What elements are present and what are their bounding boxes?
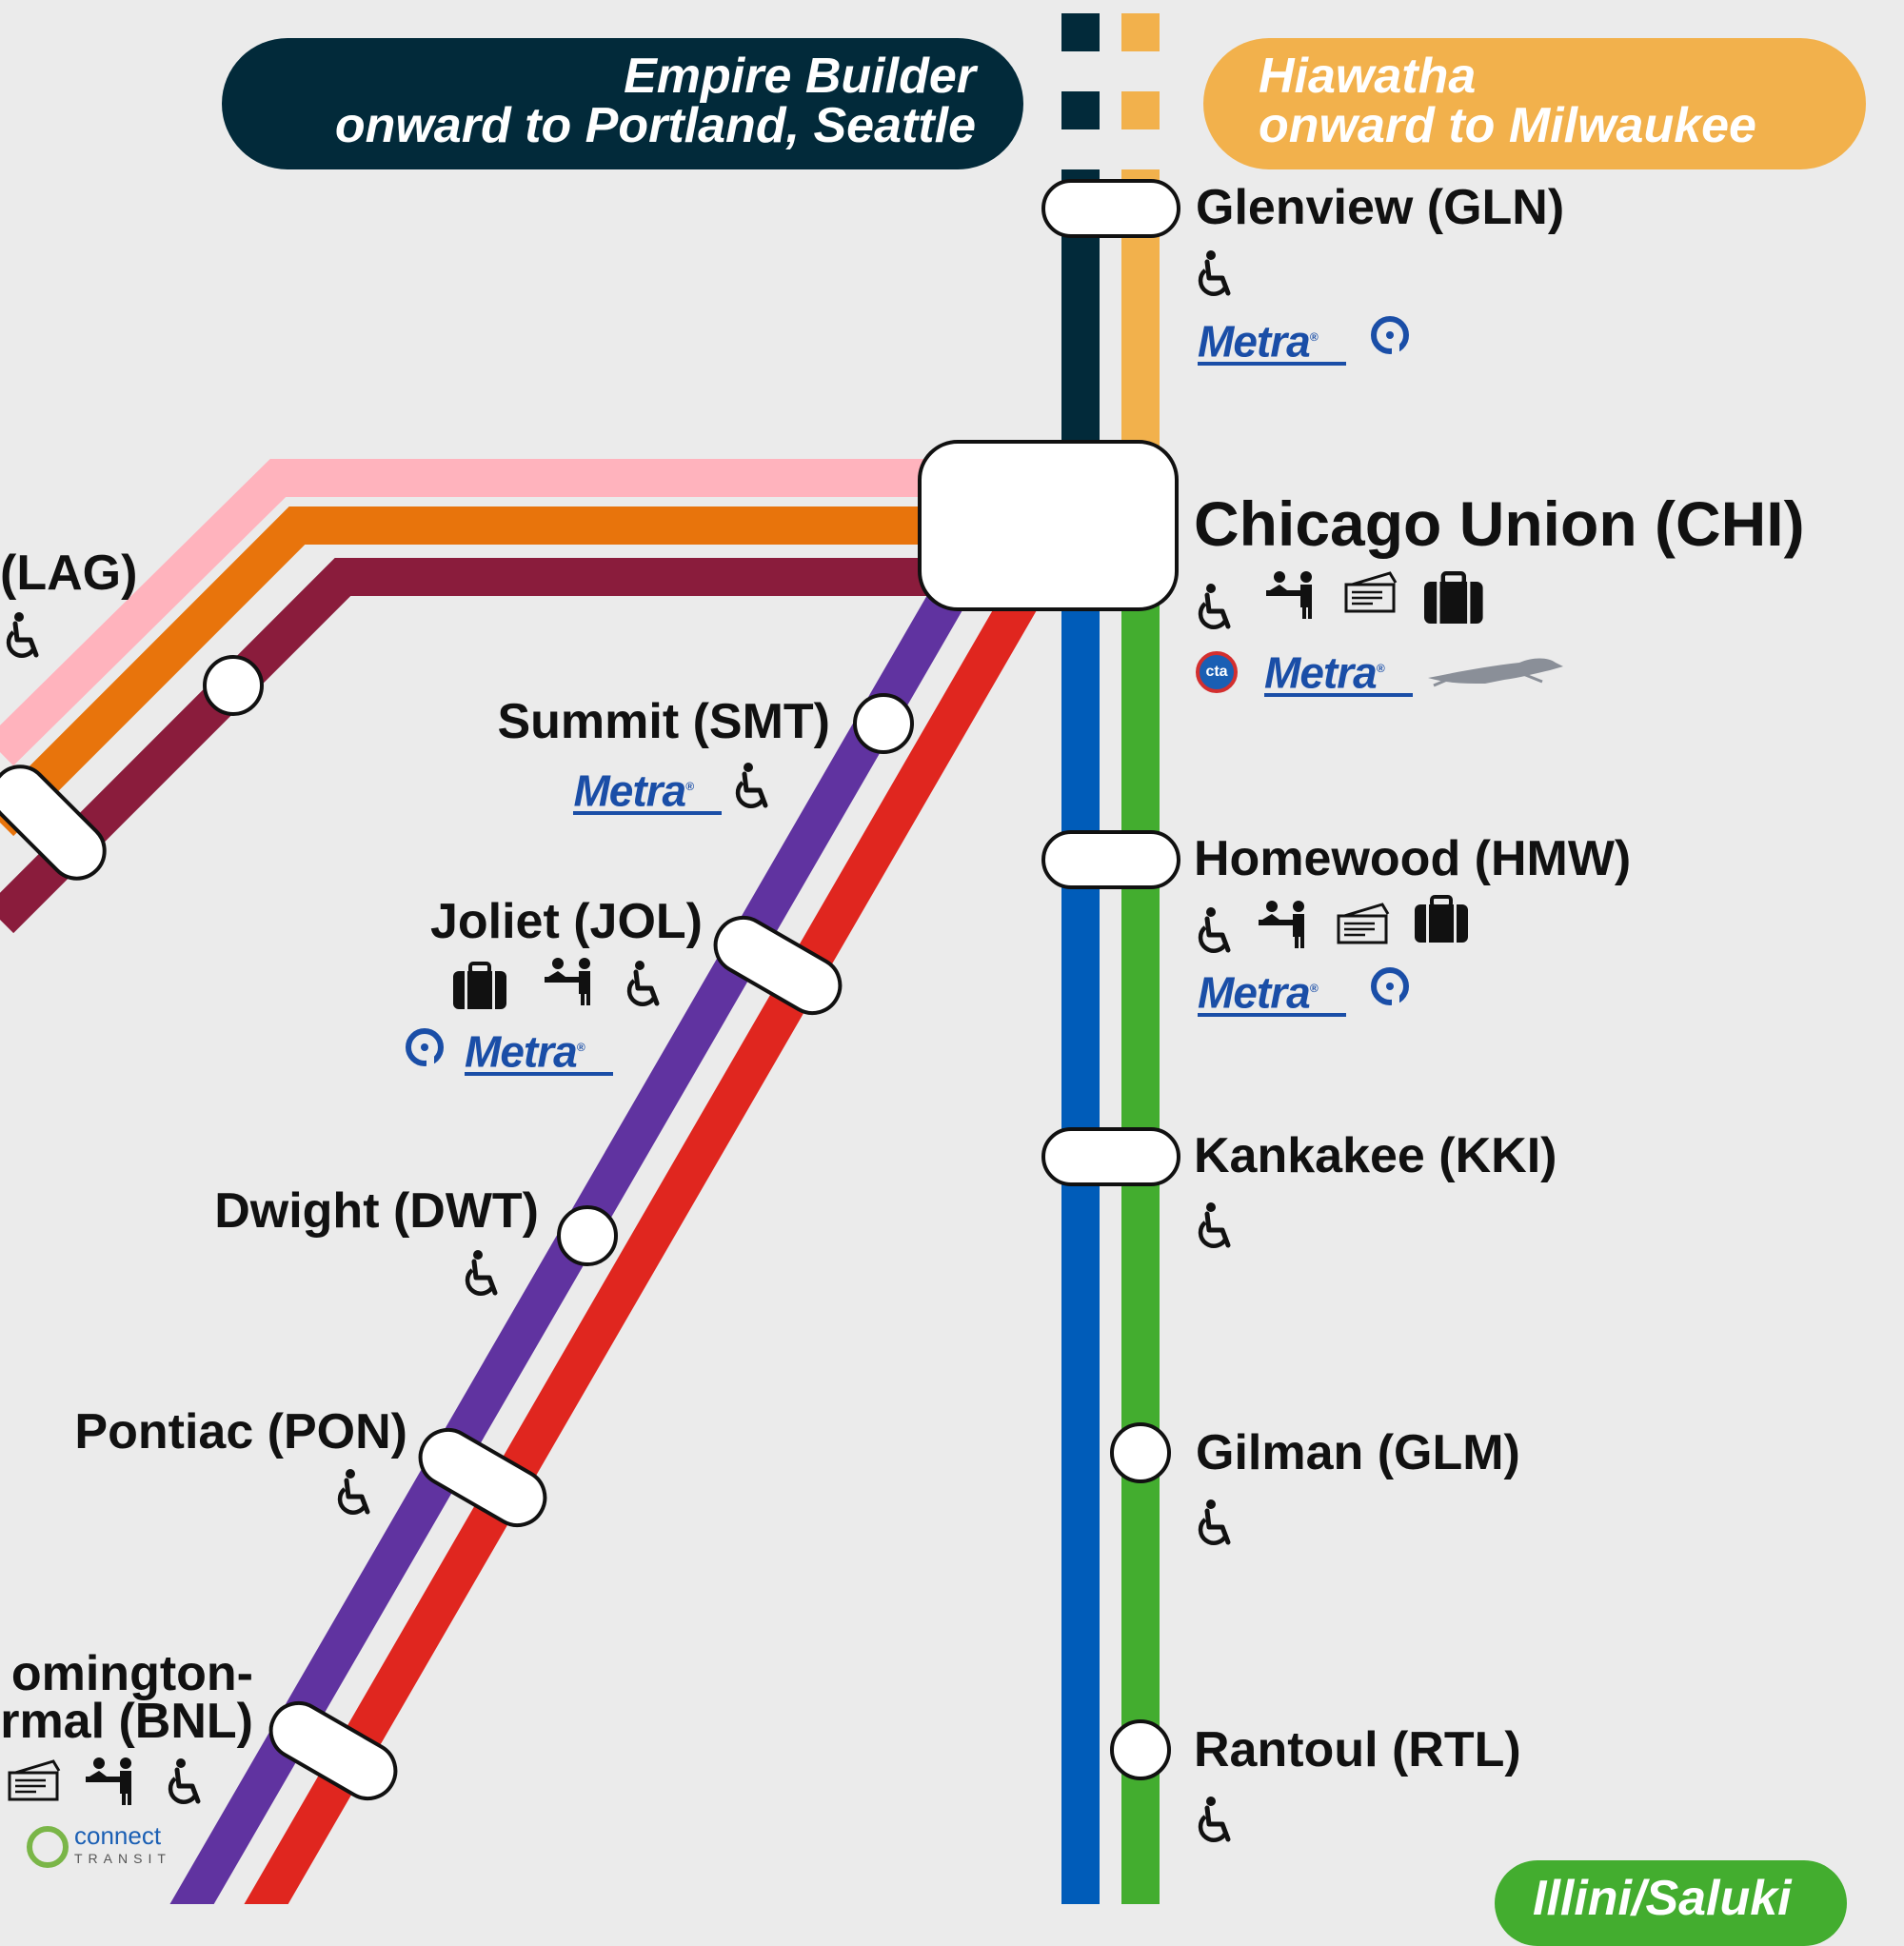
empire-builder-banner: Empire Builder onward to Portland, Seatt… xyxy=(222,38,1023,169)
glenview-label: Glenview (GLN) xyxy=(1196,180,1565,235)
metra-logo: Metra® xyxy=(1264,647,1413,698)
baggage-icon xyxy=(451,962,508,1011)
homewood-connections: Metra® xyxy=(1198,967,1346,1018)
pace-logo xyxy=(1374,970,1406,1007)
cta-logo: cta xyxy=(1196,651,1238,694)
rantoul-station-marker[interactable] xyxy=(1110,1719,1171,1780)
ticket-icon xyxy=(1337,903,1390,944)
kankakee-station-marker[interactable] xyxy=(1041,1127,1180,1186)
hiawatha-subtitle: onward to Milwaukee xyxy=(1259,98,1756,153)
ticket-agent-icon xyxy=(86,1757,131,1805)
joliet-connections: Metra® xyxy=(465,1026,613,1077)
maroon-line xyxy=(0,558,933,934)
pontiac-station-marker[interactable] xyxy=(410,1420,555,1535)
joliet-label: Joliet (JOL) xyxy=(429,894,703,949)
illini-saluki-title: Illini/Saluki xyxy=(1533,1871,1792,1926)
pink-line xyxy=(0,459,933,766)
gilman-label: Gilman (GLM) xyxy=(1196,1425,1520,1480)
wheelchair-icon xyxy=(1200,250,1228,294)
lagrange-label: (LAG) xyxy=(0,546,138,601)
wheelchair-icon xyxy=(1200,584,1228,627)
ticket-agent-icon xyxy=(1266,571,1312,619)
joliet-station-marker[interactable] xyxy=(705,907,850,1023)
pontiac-label: Pontiac (PON) xyxy=(74,1404,407,1460)
metra-logo: Metra® xyxy=(1198,967,1346,1018)
dwight-station-marker[interactable] xyxy=(557,1205,618,1266)
glenview-station-marker[interactable] xyxy=(1041,179,1180,238)
summit-label: Summit (SMT) xyxy=(497,694,830,749)
connect-transit-logo: connect TRANSIT xyxy=(27,1823,171,1870)
empire-builder-title: Empire Builder xyxy=(624,49,976,104)
wheelchair-icon xyxy=(340,1469,367,1513)
wheelchair-icon xyxy=(170,1758,198,1802)
metra-logo: Metra® xyxy=(573,765,722,816)
summit-station-marker[interactable] xyxy=(853,693,914,754)
wheelchair-icon xyxy=(1200,1797,1228,1840)
orange-line xyxy=(0,506,933,837)
bloomington-label-line1: omington- xyxy=(10,1646,253,1701)
dwight-label: Dwight (DWT) xyxy=(214,1183,539,1239)
baggage-icon xyxy=(1424,573,1483,624)
connect-ring-icon xyxy=(27,1826,69,1868)
gilman-station-marker[interactable] xyxy=(1110,1422,1171,1483)
glenview-connections: Metra® xyxy=(1198,316,1346,367)
greyhound-logo xyxy=(1428,658,1563,687)
pace-logo xyxy=(1374,319,1406,356)
pace-logo xyxy=(408,1031,441,1068)
rantoul-label: Rantoul (RTL) xyxy=(1194,1722,1521,1777)
homewood-station-marker[interactable] xyxy=(1041,830,1180,889)
wheelchair-icon xyxy=(467,1250,495,1294)
green-line xyxy=(1121,590,1160,1904)
kankakee-label: Kankakee (KKI) xyxy=(1194,1128,1557,1183)
homewood-label: Homewood (HMW) xyxy=(1194,831,1632,886)
route-map xyxy=(0,13,1563,1904)
red-line xyxy=(244,580,1043,1904)
blue-line xyxy=(1061,590,1100,1904)
bloomington-station-marker[interactable] xyxy=(261,1693,406,1808)
wheelchair-icon xyxy=(9,612,36,656)
chicago-connections: cta Metra® xyxy=(1196,647,1413,698)
bloomington-connections: connect TRANSIT xyxy=(27,1823,171,1870)
bloomington-label-line2: rmal (BNL) xyxy=(0,1694,253,1749)
wheelchair-icon xyxy=(629,961,657,1004)
summit-connections: Metra® xyxy=(573,765,722,816)
wheelchair-icon xyxy=(1200,1499,1228,1543)
metra-logo: Metra® xyxy=(465,1026,613,1077)
chicago-label: Chicago Union (CHI) xyxy=(1194,488,1805,559)
ticket-agent-icon xyxy=(545,958,590,1005)
metra-logo: Metra® xyxy=(1198,316,1346,367)
empire-builder-subtitle: onward to Portland, Seattle xyxy=(334,98,976,153)
baggage-icon xyxy=(1413,895,1470,944)
ticket-icon xyxy=(1344,571,1398,613)
ticket-icon xyxy=(8,1759,61,1801)
illini-saluki-banner: Illini/Saluki xyxy=(1495,1860,1847,1946)
western-station-marker[interactable] xyxy=(203,655,264,716)
wheelchair-icon xyxy=(1200,1202,1228,1246)
lagrange-station-marker[interactable] xyxy=(0,755,116,889)
hiawatha-banner: Hiawatha onward to Milwaukee xyxy=(1203,38,1866,169)
ticket-agent-icon xyxy=(1259,901,1304,948)
chicago-station-marker[interactable] xyxy=(918,440,1179,611)
wheelchair-icon xyxy=(738,763,765,806)
wheelchair-icon xyxy=(1200,907,1228,951)
hiawatha-title: Hiawatha xyxy=(1259,49,1477,104)
